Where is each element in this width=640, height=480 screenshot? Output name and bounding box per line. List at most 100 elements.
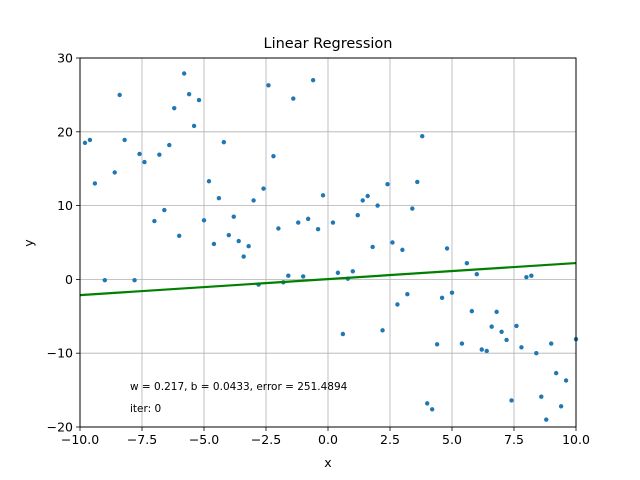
- x-tick-label: 5.0: [442, 432, 462, 447]
- data-point: [87, 137, 93, 143]
- data-point: [241, 254, 246, 259]
- data-point: [514, 323, 519, 329]
- data-point: [132, 277, 137, 283]
- data-point: [439, 295, 445, 301]
- data-point: [271, 153, 276, 159]
- data-point: [276, 226, 281, 231]
- data-point: [494, 309, 499, 315]
- data-point: [122, 137, 127, 143]
- chart-title: Linear Regression: [264, 36, 393, 52]
- data-point: [320, 193, 326, 198]
- y-tick-label: 30: [57, 51, 73, 66]
- data-point: [167, 142, 172, 148]
- data-point: [425, 401, 430, 406]
- x-axis-ticks: −10.0 −7.5 −5.0 −2.5 0.0 2.5 5.0 7.5 10.0: [61, 427, 590, 447]
- data-point: [464, 260, 470, 266]
- data-point: [340, 331, 346, 337]
- data-point: [216, 196, 222, 201]
- data-point: [549, 341, 554, 346]
- data-point: [544, 417, 549, 422]
- data-point: [350, 269, 355, 274]
- data-point: [529, 273, 534, 278]
- data-point: [539, 394, 544, 399]
- data-point: [395, 302, 400, 307]
- y-axis-label: y: [21, 239, 36, 247]
- data-point: [251, 198, 256, 203]
- data-point: [310, 77, 316, 83]
- data-point: [459, 341, 465, 346]
- data-point: [335, 270, 341, 275]
- data-point: [315, 227, 321, 232]
- data-point: [261, 186, 266, 191]
- data-point: [157, 152, 162, 157]
- data-point: [196, 97, 202, 103]
- data-point: [474, 272, 479, 277]
- x-tick-label: −2.5: [251, 432, 281, 447]
- data-point: [504, 337, 509, 343]
- data-point: [102, 277, 108, 283]
- data-point: [558, 404, 564, 409]
- data-point: [162, 207, 167, 213]
- y-tick-label: 10: [57, 198, 73, 213]
- data-point: [415, 179, 420, 185]
- data-point: [172, 105, 177, 111]
- data-point: [385, 181, 390, 187]
- data-point: [142, 159, 147, 165]
- data-point: [365, 193, 370, 199]
- data-point: [286, 273, 291, 278]
- regression-line: [79, 261, 577, 297]
- y-tick-label: 0: [65, 272, 73, 287]
- x-tick-label: 7.5: [504, 432, 524, 447]
- data-point: [330, 220, 336, 225]
- data-points: [82, 71, 579, 422]
- y-tick-label: −20: [47, 420, 73, 435]
- data-point: [449, 290, 455, 295]
- data-point: [291, 96, 296, 101]
- iteration-annotation: iter: 0: [130, 403, 161, 415]
- data-point: [186, 91, 192, 97]
- data-point: [301, 274, 306, 279]
- data-point: [420, 134, 425, 139]
- y-tick-label: 20: [57, 124, 73, 139]
- params-annotation: w = 0.217, b = 0.0433, error = 251.4894: [130, 381, 348, 393]
- data-point: [236, 238, 241, 244]
- x-tick-label: −5.0: [189, 432, 219, 447]
- data-point: [181, 71, 187, 76]
- data-point: [305, 216, 311, 222]
- y-axis-ticks: −20 −10 0 10 20 30: [47, 51, 80, 435]
- data-point: [296, 220, 301, 225]
- data-point: [211, 241, 217, 247]
- data-point: [534, 351, 539, 356]
- data-point: [206, 179, 212, 184]
- data-point: [231, 214, 236, 219]
- x-tick-label: 2.5: [380, 432, 400, 447]
- data-point: [509, 398, 514, 403]
- data-point: [201, 218, 207, 223]
- data-point: [112, 170, 117, 175]
- data-point: [92, 181, 98, 186]
- data-point: [137, 151, 142, 157]
- data-point: [524, 274, 529, 280]
- data-point: [380, 328, 385, 333]
- data-point: [444, 246, 450, 251]
- x-tick-label: 10.0: [562, 432, 590, 447]
- data-point: [221, 139, 227, 145]
- data-point: [479, 347, 484, 352]
- data-point: [469, 308, 475, 314]
- x-tick-label: −10.0: [61, 432, 99, 447]
- data-point: [489, 324, 494, 329]
- data-point: [410, 206, 415, 211]
- data-point: [375, 203, 380, 208]
- x-tick-label: 0.0: [318, 432, 338, 447]
- data-point: [519, 345, 524, 350]
- data-point: [226, 232, 231, 238]
- data-point: [370, 244, 375, 250]
- data-point: [82, 140, 88, 146]
- data-point: [499, 329, 504, 334]
- data-point: [390, 240, 395, 245]
- data-point: [177, 233, 182, 239]
- data-point: [355, 212, 360, 218]
- x-axis-label: x: [324, 455, 331, 470]
- regression-line-group: [79, 261, 577, 297]
